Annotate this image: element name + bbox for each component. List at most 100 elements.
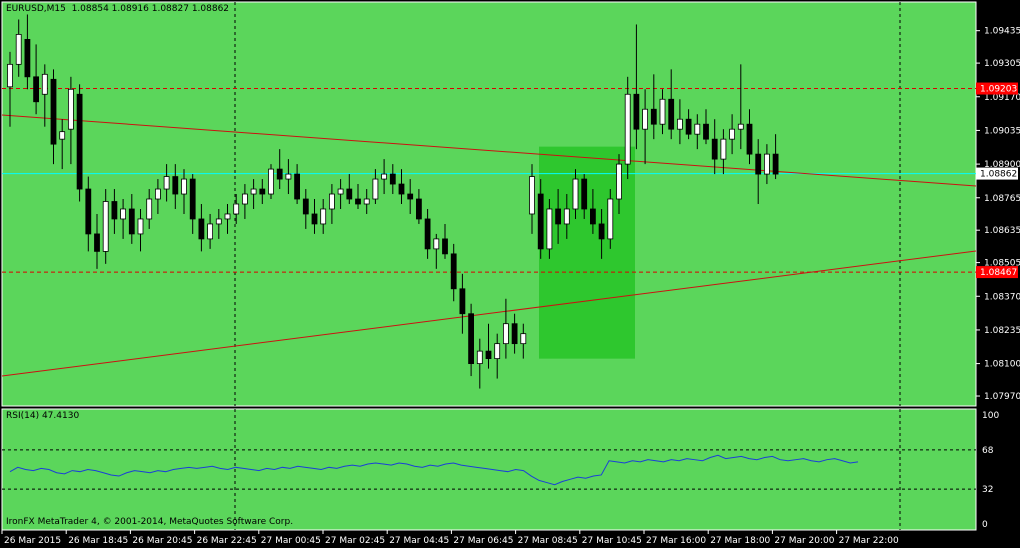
resistance-price-marker-label: 1.09203	[980, 85, 1017, 95]
candle	[76, 84, 83, 202]
candle-body	[555, 208, 561, 225]
candle-body	[485, 350, 492, 360]
candle-body	[737, 123, 744, 130]
candle	[459, 273, 466, 334]
candle-body	[433, 238, 440, 250]
candle-body	[572, 178, 579, 210]
candle-body	[328, 193, 335, 210]
candle-body	[398, 183, 405, 195]
candle-body	[346, 188, 353, 200]
candle	[7, 51, 13, 127]
candle-body	[302, 198, 309, 215]
resistance-price-marker: 1.09203	[976, 82, 1018, 95]
candle	[520, 323, 527, 359]
candle-body	[146, 198, 153, 220]
candle	[320, 199, 327, 234]
candle-body	[102, 201, 109, 252]
candle	[268, 164, 274, 200]
candle	[746, 109, 753, 165]
candle	[755, 139, 762, 204]
candle	[224, 204, 231, 234]
candle	[111, 189, 118, 234]
rsi-line	[9, 454, 859, 486]
candle-body	[111, 201, 118, 220]
candle-body	[163, 176, 170, 190]
candle	[294, 164, 301, 204]
candle-body	[259, 188, 266, 195]
candle	[207, 213, 214, 249]
price-tick-label: 1.08505	[984, 259, 1020, 269]
candle-body	[711, 138, 718, 160]
candle-body	[85, 188, 92, 235]
candle	[511, 313, 518, 354]
candle	[250, 179, 257, 209]
candle-body	[607, 198, 614, 240]
candle	[737, 64, 744, 150]
candle	[581, 174, 588, 219]
candle-body	[320, 208, 327, 225]
candle-body	[668, 98, 675, 130]
candle-body	[407, 193, 414, 200]
candle-body	[172, 176, 179, 195]
candle-body	[764, 153, 770, 175]
candle	[85, 176, 92, 252]
symbol-label: EURUSD,M15	[6, 4, 66, 14]
candle-body	[468, 313, 475, 365]
candle	[128, 194, 135, 244]
candle-body	[294, 173, 301, 200]
candle-body	[442, 238, 448, 255]
candle	[659, 89, 666, 135]
candle-body	[755, 153, 762, 175]
candle-body	[633, 93, 640, 130]
candle	[433, 233, 440, 269]
candle-body	[590, 208, 596, 225]
candle	[650, 74, 657, 140]
rsi-level-label: 32	[982, 485, 993, 495]
ohlc-label: 1.08854 1.08916 1.08827 1.08862	[71, 4, 230, 14]
candle	[572, 169, 579, 219]
candle	[363, 189, 370, 214]
time-tick-label: 26 Mar 2015	[4, 536, 61, 546]
candle-body	[502, 323, 509, 345]
candle-body	[372, 178, 379, 200]
bid-price-marker: 1.08862	[976, 167, 1018, 180]
candle	[494, 333, 501, 379]
candle-body	[424, 218, 431, 250]
candle	[720, 129, 727, 175]
candle-body	[537, 193, 544, 250]
candle-body	[68, 88, 74, 130]
candle-body	[363, 198, 370, 205]
candle-body	[450, 253, 457, 290]
candle	[172, 164, 179, 209]
resistance-price-marker-box	[976, 82, 1018, 95]
candle-body	[276, 168, 283, 180]
candle-body	[250, 188, 257, 195]
candle-body	[772, 153, 779, 175]
bid-price-marker-label: 1.08862	[980, 170, 1017, 180]
price-tick-label: 1.07970	[984, 392, 1020, 402]
candle	[389, 164, 396, 195]
chart-header: EURUSD,M15 1.08854 1.08916 1.08827 1.088…	[6, 4, 229, 15]
candle	[450, 243, 457, 302]
price-tick-label: 1.09435	[984, 27, 1020, 37]
candle	[285, 159, 292, 195]
candle-body	[120, 208, 126, 220]
candle	[668, 69, 675, 140]
time-tick-label: 27 Mar 10:45	[582, 536, 642, 546]
candle-body	[729, 128, 735, 140]
candle	[337, 179, 344, 209]
candle	[590, 189, 596, 234]
candle	[529, 164, 535, 234]
candle-body	[337, 188, 344, 195]
candle-body	[703, 123, 709, 140]
candle	[468, 303, 475, 377]
candle-body	[494, 343, 501, 360]
price-axis: 1.09435 1.09305 1.09170 1.09035 1.08900 1.087…	[976, 27, 1020, 402]
candle	[616, 154, 622, 214]
price-tick-label: 1.08370	[984, 292, 1020, 302]
candle-body	[598, 223, 605, 240]
time-tick-label: 27 Mar 18:00	[710, 536, 770, 546]
candle-body	[476, 350, 483, 365]
